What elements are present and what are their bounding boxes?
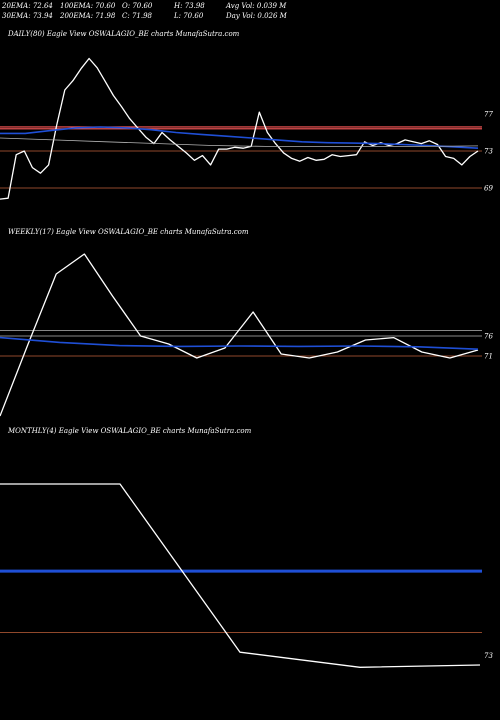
weekly-price-series	[0, 253, 479, 417]
ema100-readout: 100EMA: 70.60	[60, 2, 116, 10]
daily-y-tick-label: 73	[484, 148, 493, 156]
ema20-readout: 20EMA: 72.64	[2, 2, 53, 10]
day-vol-readout: Day Vol: 0.026 M	[226, 12, 287, 20]
ema200-readout: 200EMA: 71.98	[60, 12, 116, 20]
weekly-y-tick-label: 76	[484, 333, 493, 341]
avg-vol-readout: Avg Vol: 0.039 M	[226, 2, 287, 10]
daily-panel-label: DAILY(80) Eagle View OSWALAGIO_BE charts…	[8, 30, 240, 38]
monthly-price-series	[0, 483, 481, 668]
monthly-panel-label: MONTHLY(4) Eagle View OSWALAGIO_BE chart…	[8, 427, 252, 435]
monthly-y-tick-label: 73	[484, 652, 493, 660]
low-readout: L: 70.60	[174, 12, 204, 20]
high-readout: H: 73.98	[174, 2, 205, 10]
weekly-ema-series	[0, 336, 479, 350]
daily-ema-series	[0, 126, 479, 149]
open-readout: O: 70.60	[122, 2, 153, 10]
weekly-y-tick-label: 71	[484, 353, 493, 361]
daily-price-series	[0, 57, 479, 200]
daily-y-tick-label: 69	[484, 185, 493, 193]
weekly-panel-label: WEEKLY(17) Eagle View OSWALAGIO_BE chart…	[8, 228, 249, 236]
daily-grey-series	[0, 137, 479, 147]
daily-y-tick-label: 77	[484, 111, 493, 119]
close-readout: C: 71.98	[122, 12, 152, 20]
ema30-readout: 30EMA: 73.94	[2, 12, 53, 20]
